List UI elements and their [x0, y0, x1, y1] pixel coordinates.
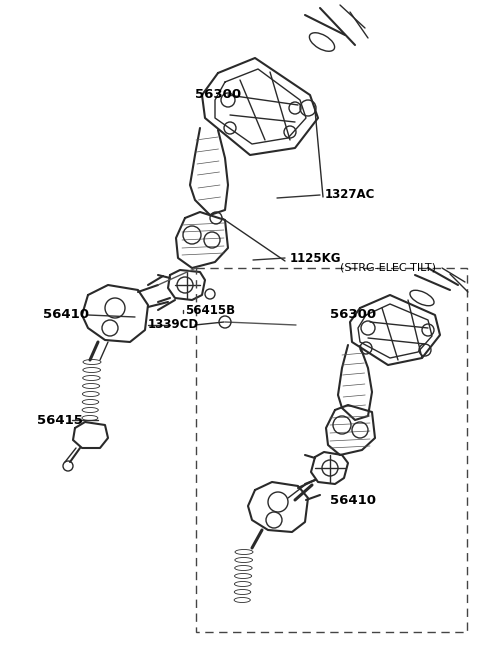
Text: 56410: 56410: [330, 493, 376, 506]
Text: 56300: 56300: [330, 309, 376, 322]
Text: 1125KG: 1125KG: [290, 252, 341, 265]
Text: 56300: 56300: [195, 88, 241, 102]
Text: 56415: 56415: [37, 413, 83, 426]
Text: (STRG-ELEC TILT): (STRG-ELEC TILT): [340, 263, 436, 273]
Text: 1327AC: 1327AC: [325, 189, 375, 202]
Text: 1339CD: 1339CD: [148, 318, 199, 331]
Bar: [196, 268, 467, 632]
Text: 56410: 56410: [43, 309, 89, 322]
Text: 56415B: 56415B: [185, 303, 235, 316]
